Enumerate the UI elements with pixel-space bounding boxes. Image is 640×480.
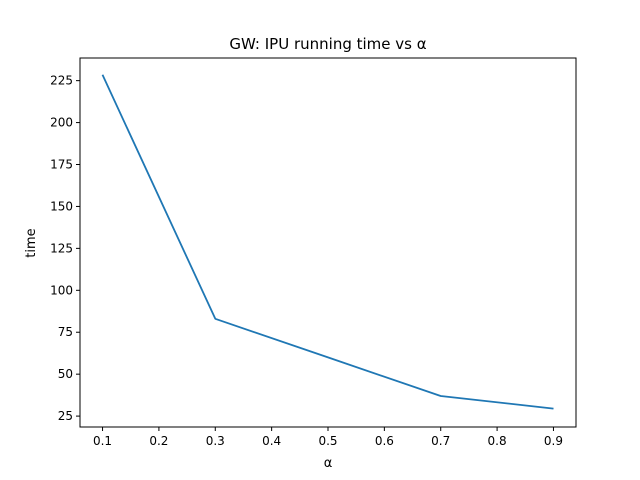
x-tick-label: 0.2 — [149, 434, 168, 448]
x-tick-label: 0.7 — [431, 434, 450, 448]
x-axis-label: α — [324, 456, 333, 471]
y-tick-label: 50 — [58, 367, 73, 381]
y-tick-label: 75 — [58, 325, 73, 339]
plot-frame — [79, 57, 577, 428]
x-tick-label: 0.6 — [375, 434, 394, 448]
x-tick-label: 0.5 — [318, 434, 337, 448]
y-axis-label: time — [24, 228, 39, 257]
y-tick-label: 125 — [50, 241, 73, 255]
y-tick-label: 175 — [50, 158, 73, 172]
y-tick-label: 100 — [50, 283, 73, 297]
series-line — [101, 74, 554, 410]
x-tick-label: 0.4 — [262, 434, 281, 448]
x-tick-label: 0.8 — [488, 434, 507, 448]
y-tick-label: 225 — [50, 74, 73, 88]
y-tick-label: 25 — [58, 409, 73, 423]
y-tick-label: 200 — [50, 116, 73, 130]
x-tick-label: 0.3 — [206, 434, 225, 448]
chart-title: GW: IPU running time vs α — [229, 35, 426, 53]
axis-ticks: 0.1 0.2 0.3 0.4 0.5 0.6 0.7 0.8 0.9 25 50 75 100 125 1… — [50, 74, 563, 448]
series-group — [101, 74, 554, 410]
y-tick-label: 150 — [50, 199, 73, 213]
x-tick-label: 0.9 — [544, 434, 563, 448]
x-tick-label: 0.1 — [93, 434, 112, 448]
